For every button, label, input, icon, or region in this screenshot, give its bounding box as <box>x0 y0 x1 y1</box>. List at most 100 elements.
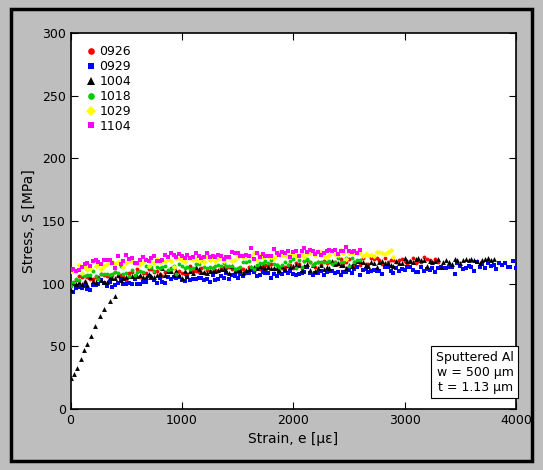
1018 <box>178 263 186 270</box>
0926 <box>66 280 75 287</box>
0926 <box>344 255 353 263</box>
1029 <box>147 258 156 266</box>
1018 <box>169 262 178 270</box>
1104 <box>186 254 194 262</box>
1004 <box>138 273 147 280</box>
0929 <box>472 258 481 266</box>
0929 <box>150 276 159 284</box>
1029 <box>158 258 167 265</box>
1018 <box>89 267 97 274</box>
1104 <box>172 253 181 261</box>
1104 <box>125 256 134 263</box>
0929 <box>386 267 395 275</box>
1018 <box>308 261 317 268</box>
1004 <box>214 266 223 274</box>
1004 <box>144 270 153 278</box>
1029 <box>86 264 94 272</box>
0929 <box>222 269 231 276</box>
0929 <box>342 268 350 276</box>
1029 <box>242 252 250 259</box>
1004 <box>194 265 203 273</box>
1104 <box>267 252 275 259</box>
0926 <box>395 257 403 264</box>
1004 <box>258 263 267 271</box>
0926 <box>233 266 242 273</box>
1018 <box>325 257 334 265</box>
0926 <box>197 264 206 272</box>
1018 <box>230 265 239 273</box>
1018 <box>233 265 242 272</box>
0929 <box>100 279 109 286</box>
0926 <box>100 272 109 279</box>
1018 <box>247 264 256 271</box>
0929 <box>289 270 298 278</box>
1029 <box>197 255 206 263</box>
0926 <box>158 273 167 280</box>
0926 <box>72 276 80 284</box>
1029 <box>225 254 233 262</box>
0929 <box>506 263 515 271</box>
0926 <box>161 269 169 276</box>
0926 <box>428 258 437 266</box>
1004 <box>244 266 253 273</box>
0926 <box>208 264 217 272</box>
1018 <box>283 261 292 268</box>
1004 <box>158 265 167 272</box>
1004 <box>294 261 303 268</box>
Y-axis label: Stress, S [MPa]: Stress, S [MPa] <box>22 169 36 273</box>
0929 <box>225 275 233 282</box>
0926 <box>331 258 339 266</box>
1004 <box>91 278 100 285</box>
1029 <box>356 250 364 257</box>
1004 <box>372 264 381 271</box>
1104 <box>244 253 253 260</box>
1029 <box>163 255 172 263</box>
Point <box>105 298 114 305</box>
1004 <box>74 279 83 286</box>
1004 <box>97 277 105 284</box>
1104 <box>258 250 267 258</box>
0929 <box>383 263 392 271</box>
0926 <box>125 269 134 277</box>
1029 <box>150 259 159 267</box>
1018 <box>267 256 275 263</box>
1004 <box>100 278 109 286</box>
1018 <box>311 259 320 267</box>
1104 <box>328 248 337 255</box>
0926 <box>289 264 298 272</box>
1104 <box>178 253 186 260</box>
1029 <box>233 252 242 259</box>
0926 <box>230 265 239 272</box>
1004 <box>314 264 323 272</box>
1004 <box>250 263 258 270</box>
1018 <box>258 259 267 266</box>
0929 <box>83 286 92 293</box>
1029 <box>111 260 119 267</box>
1104 <box>281 249 289 257</box>
1104 <box>66 266 75 274</box>
1104 <box>150 252 159 260</box>
0926 <box>378 260 387 268</box>
1004 <box>113 271 122 279</box>
1018 <box>297 264 306 271</box>
1104 <box>208 253 217 260</box>
1004 <box>400 255 409 262</box>
1029 <box>261 253 270 260</box>
1018 <box>130 272 139 279</box>
1004 <box>331 261 339 268</box>
1004 <box>211 267 219 274</box>
1018 <box>66 282 75 290</box>
1004 <box>408 258 417 266</box>
1029 <box>244 252 253 260</box>
1104 <box>128 254 136 261</box>
1018 <box>344 263 353 270</box>
0926 <box>412 259 420 266</box>
1018 <box>336 258 345 266</box>
1029 <box>300 253 308 260</box>
1104 <box>269 245 278 253</box>
1029 <box>194 257 203 265</box>
0929 <box>392 265 401 272</box>
1104 <box>111 264 119 271</box>
0929 <box>459 265 468 273</box>
1018 <box>172 270 181 278</box>
